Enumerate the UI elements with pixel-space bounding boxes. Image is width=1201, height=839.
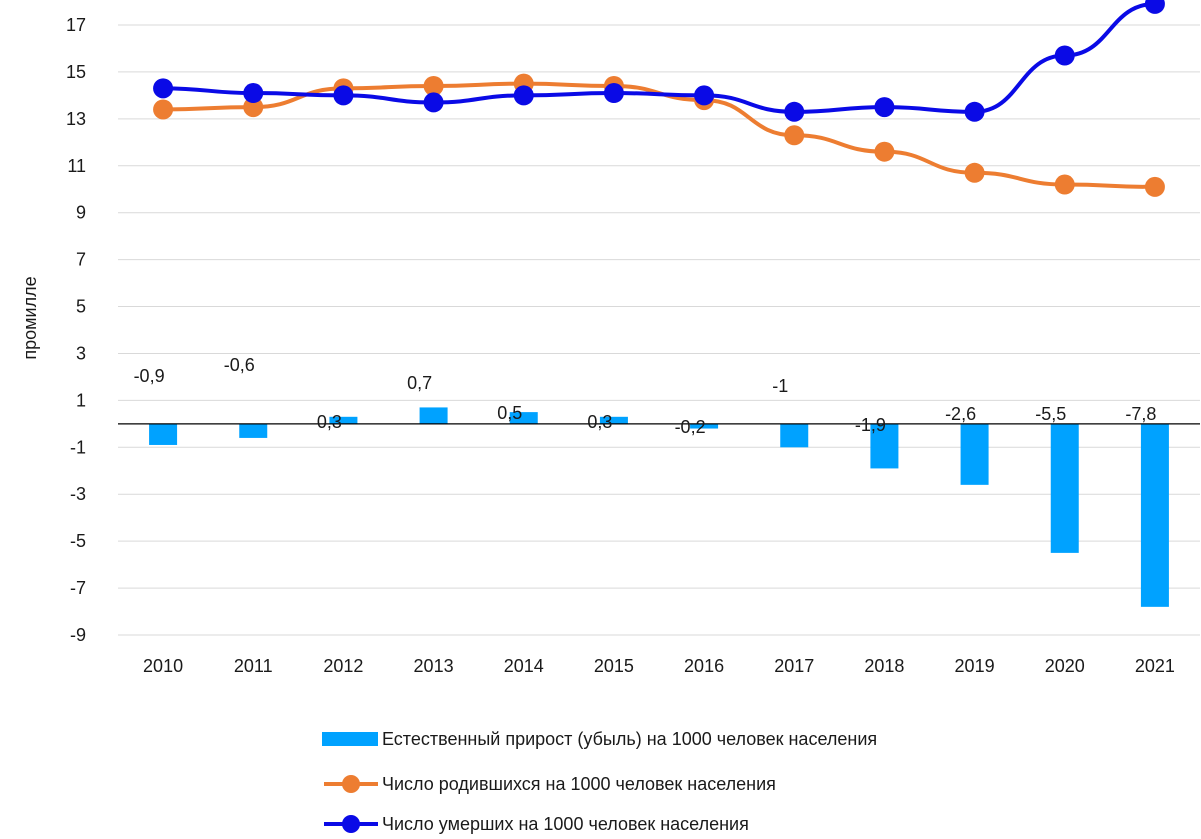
series-point [513,85,534,106]
series-point [1054,45,1075,66]
bar-data-label: -7,8 [1125,404,1156,424]
legend-entry: Число родившихся на 1000 человек населен… [382,774,776,794]
x-tick-label: 2010 [143,656,183,676]
bar-data-label: -0,6 [224,355,255,375]
bar [780,423,809,448]
y-tick-label: -1 [70,437,86,457]
y-tick-label: 7 [76,250,86,270]
y-axis-label: промилле [20,276,40,359]
legend: Естественный прирост (убыль) на 1000 чел… [322,729,877,834]
series-point [333,85,354,106]
series-point [964,101,985,122]
bar-data-label: 0,5 [497,403,522,423]
bar [419,407,448,424]
x-axis-tick-labels: 2010 2011 2012 2013 2014 2015 2016 2017 2018 2019… [143,656,1175,676]
bar-data-label: -1 [772,376,788,396]
line-points-group [153,0,1165,197]
series-point [423,76,444,96]
series-point [784,101,805,122]
y-tick-label: 11 [67,156,86,176]
bar-data-label: 0,3 [587,412,612,432]
x-tick-label: 2018 [864,656,904,676]
y-tick-label: 5 [76,297,86,317]
legend-marker [342,775,360,793]
series-point [784,125,805,146]
series-point [1054,174,1075,195]
bar [870,423,899,469]
bar-series-natural-growth [149,407,1169,607]
x-tick-label: 2013 [414,656,454,676]
gridlines [118,24,1200,636]
y-tick-label: -7 [70,578,86,598]
y-tick-label: -9 [70,625,86,645]
series-point [874,97,895,118]
bar [690,423,719,429]
series-point [243,97,264,118]
x-tick-label: 2016 [684,656,724,676]
series-point [243,83,264,104]
bar-data-label: 0,7 [407,373,432,393]
x-tick-label: 2011 [234,656,273,676]
legend-entry: Естественный прирост (убыль) на 1000 чел… [382,729,877,749]
y-tick-label: -5 [70,531,86,551]
bar [329,416,358,424]
legend-entry: Число умерших на 1000 человек населения [382,814,749,834]
bar [1140,423,1169,607]
y-tick-label: 15 [66,62,86,82]
x-tick-label: 2020 [1045,656,1085,676]
bar-data-label: -0,2 [675,417,706,437]
bar-data-label: -0,9 [134,366,165,386]
bar-data-label: -5,5 [1035,404,1066,424]
y-tick-label: -3 [70,484,86,504]
series-point [694,85,715,106]
bar [599,416,628,424]
bar [509,412,538,424]
x-tick-label: 2012 [323,656,363,676]
series-point [603,83,624,104]
series-line [163,1,1155,114]
x-tick-label: 2021 [1135,656,1175,676]
series-point [1144,0,1165,14]
x-tick-label: 2017 [774,656,814,676]
x-tick-label: 2015 [594,656,634,676]
bar-data-label: -2,6 [945,404,976,424]
series-point [153,99,174,120]
bar [239,423,268,438]
y-tick-label: 13 [66,109,86,129]
series-point [964,162,985,183]
legend-marker [342,815,360,833]
bar-data-labels: -0,9 -0,6 0,3 0,7 0,5 0,3 -0,2 -1 -1,9 -2,6 -5,5 -7… [134,355,1157,437]
legend-swatch [322,732,378,746]
line-series-group [163,1,1155,189]
series-point [874,141,895,162]
y-tick-label: 17 [66,15,86,35]
bar [960,423,989,485]
bar-data-label: -1,9 [855,415,886,435]
series-point [423,92,444,113]
y-tick-label: 3 [76,343,86,363]
y-axis-tick-labels: 17 15 13 11 9 7 5 3 1 -1 -3 -5 -7 -9 [66,15,86,645]
bar [149,423,178,445]
bar [1050,423,1079,553]
x-tick-label: 2019 [955,656,995,676]
y-tick-label: 1 [76,390,86,410]
series-point [1144,176,1165,197]
series-point [153,78,174,99]
y-tick-label: 9 [76,203,86,223]
bar-data-label: 0,3 [317,412,342,432]
x-tick-label: 2014 [504,656,544,676]
